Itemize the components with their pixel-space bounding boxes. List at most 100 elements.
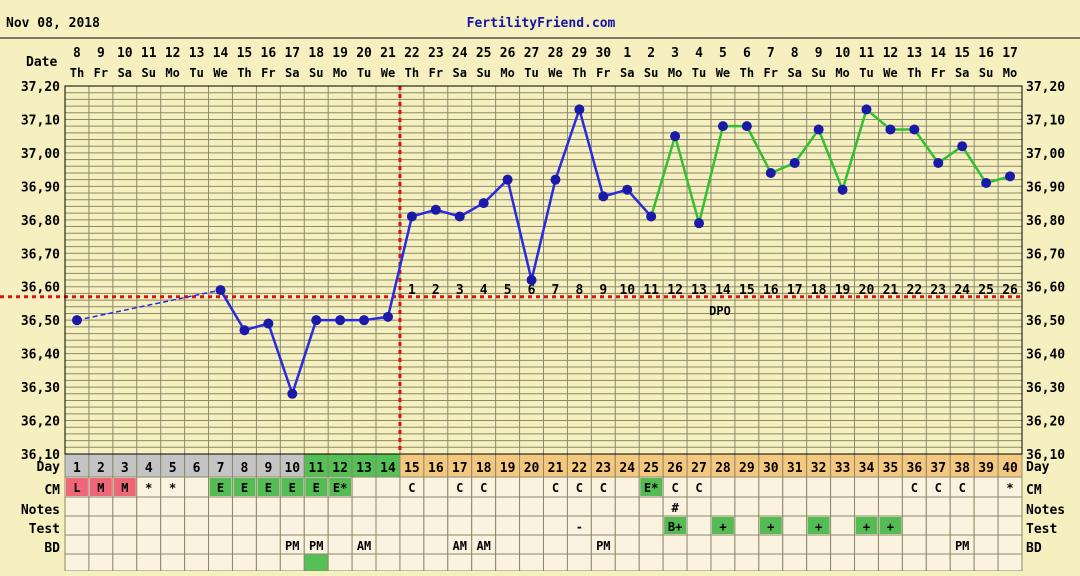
- table-cell: [375, 476, 401, 498]
- temp-line-segment: [530, 179, 557, 281]
- weekday-label: Fr: [931, 66, 945, 80]
- weekday-label: Su: [644, 66, 658, 80]
- cm-value: C: [695, 481, 702, 495]
- table-cell-extra: [160, 553, 186, 572]
- weekday-label: We: [213, 66, 227, 80]
- table-cell: [877, 496, 903, 517]
- chart-date: Nov 08, 2018: [6, 16, 100, 31]
- cm-value: L: [73, 481, 80, 495]
- weekday-label: We: [548, 66, 562, 80]
- cycle-day-number: 19: [500, 461, 516, 476]
- table-cell-extra: [495, 553, 521, 572]
- row-label-cm-left: CM: [44, 483, 60, 498]
- weekday-label: Su: [309, 66, 323, 80]
- row-label-notes-left: Notes: [21, 503, 60, 518]
- dpo-number: 12: [667, 283, 683, 298]
- temp-point: [765, 167, 776, 178]
- temp-point: [335, 315, 346, 326]
- cycle-day-number: 35: [883, 461, 899, 476]
- weekday-label: Fr: [764, 66, 778, 80]
- bd-value: PM: [285, 539, 299, 553]
- row-label-day-right: Day: [1026, 460, 1050, 475]
- dpo-label: DPO: [709, 304, 731, 318]
- table-cell-extra: [112, 553, 138, 572]
- temp-line-segment: [817, 129, 844, 191]
- table-cell: [88, 496, 114, 517]
- table-cell-extra: [638, 553, 664, 572]
- table-cell: [949, 496, 975, 517]
- weekday-label: Mo: [500, 66, 514, 80]
- row-label-day-left: Day: [37, 460, 61, 475]
- temp-point: [239, 325, 250, 336]
- plot-border: [64, 85, 1023, 455]
- table-cell: [184, 515, 210, 536]
- table-cell: [925, 534, 951, 555]
- table-cell: [447, 515, 473, 536]
- y-tick-label-right: 37,00: [1026, 147, 1065, 162]
- table-cell: [375, 515, 401, 536]
- cycle-day-number: 12: [332, 461, 348, 476]
- cm-value: M: [121, 481, 128, 495]
- temp-line-segment: [649, 135, 677, 217]
- table-cell: [495, 534, 521, 555]
- table-cell: [638, 534, 664, 555]
- cm-value: E: [289, 481, 296, 495]
- cm-value: C: [480, 481, 487, 495]
- dpo-number: 2: [432, 283, 440, 298]
- cycle-day-number: 22: [572, 461, 588, 476]
- table-cell: [279, 496, 305, 517]
- dpo-number: 26: [1002, 283, 1018, 298]
- temp-point: [454, 211, 465, 222]
- test-cell-fill: [879, 517, 902, 534]
- table-cell: [471, 515, 497, 536]
- temp-point: [502, 174, 513, 185]
- table-cell-extra: [806, 553, 832, 572]
- table-cell-extra: [375, 553, 401, 572]
- cm-cell-fill: [66, 478, 88, 496]
- table-cell: [830, 476, 856, 498]
- date-label: 7: [767, 46, 775, 61]
- table-cell-extra: [231, 553, 257, 572]
- y-tick-label-left: 36,40: [21, 348, 60, 363]
- site-name: FertilityFriend.com: [467, 16, 616, 31]
- y-tick-label-right: 36,90: [1026, 180, 1065, 195]
- table-cell: [327, 515, 353, 536]
- cycle-day-number: 39: [978, 461, 994, 476]
- date-label: 2: [647, 46, 655, 61]
- weekday-label: Mo: [668, 66, 682, 80]
- cycle-day-number: 29: [739, 461, 755, 476]
- table-cell: [303, 515, 329, 536]
- cm-value: *: [145, 481, 152, 495]
- date-label: 19: [332, 46, 348, 61]
- table-cell: [686, 515, 712, 536]
- table-cell: [590, 496, 616, 517]
- cycle-day-number: 1: [73, 461, 81, 476]
- cm-cell-fill: [89, 478, 112, 496]
- date-label: 17: [1002, 46, 1018, 61]
- weekday-label: Fr: [429, 66, 443, 80]
- cycle-day-number: 10: [284, 461, 300, 476]
- cycle-day-number: 18: [476, 461, 492, 476]
- table-cell: [830, 515, 856, 536]
- table-cell: [614, 515, 640, 536]
- table-cell-extra: [447, 553, 473, 572]
- table-cell: [758, 476, 784, 498]
- temp-point: [598, 191, 609, 202]
- cm-value: E: [265, 481, 272, 495]
- dpo-number: 3: [456, 283, 464, 298]
- date-label: 16: [261, 46, 277, 61]
- date-label: 25: [476, 46, 492, 61]
- table-cell-extra: [566, 553, 592, 572]
- cm-cell-fill: [233, 478, 256, 496]
- table-cell: [806, 496, 832, 517]
- table-cell: [495, 496, 521, 517]
- date-label: 11: [859, 46, 875, 61]
- dpo-number: 11: [643, 283, 659, 298]
- weekday-label: Sa: [620, 66, 634, 80]
- table-cell: [184, 476, 210, 498]
- weekday-label: Tu: [859, 66, 873, 80]
- table-cell-extra: [949, 553, 975, 572]
- temp-point: [215, 285, 226, 296]
- row-label-test-right: Test: [1026, 522, 1057, 537]
- dpo-number: 7: [552, 283, 560, 298]
